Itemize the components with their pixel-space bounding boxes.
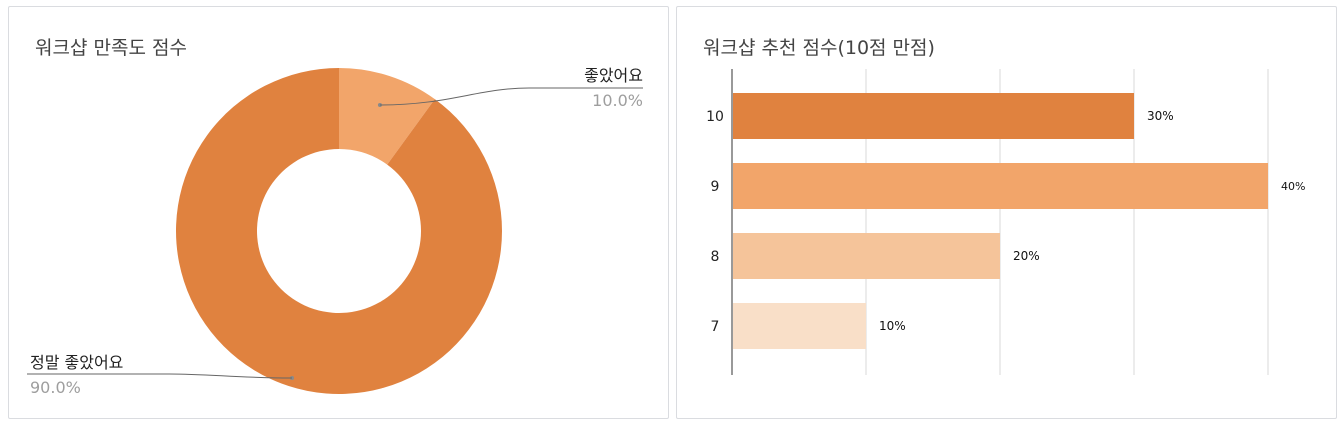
slice-label-1: 정말 좋았어요 90.0% (27, 353, 294, 397)
leader-line-0 (379, 87, 643, 106)
value-label-7: 10% (879, 319, 906, 333)
slice-name-0: 좋았어요 (584, 66, 643, 85)
leader-line-1 (27, 373, 293, 379)
satisfaction-donut-chart: 좋았어요 10.0% 정말 좋았어요 90.0% (27, 66, 643, 397)
bar-10 (733, 93, 1134, 139)
recommend-chart-title: 워크샵 추천 점수(10점 만점) (703, 37, 935, 59)
bar-9 (733, 163, 1268, 209)
donut-slice-1 (175, 68, 502, 394)
bar-group-10: 10 30% (706, 93, 1174, 139)
slice-pct-1: 90.0% (30, 378, 81, 397)
slice-pct-0: 10.0% (592, 91, 643, 110)
tick-label-9: 9 (711, 179, 720, 195)
satisfaction-chart-card: 워크샵 만족도 점수 좋았어요 10.0% 정말 좋았어요 90.0% (8, 6, 669, 419)
bar-group-7: 7 10% (711, 303, 906, 349)
value-label-9: 40% (1281, 180, 1305, 193)
tick-label-7: 7 (711, 319, 720, 335)
bar-group-8: 8 20% (711, 233, 1040, 279)
bar-7 (733, 303, 866, 349)
tick-label-10: 10 (706, 109, 724, 125)
recommend-bar-chart: 10 30% 9 40% 8 20% 7 10% (706, 69, 1305, 375)
bar-8 (733, 233, 1000, 279)
value-label-10: 30% (1147, 109, 1174, 123)
recommend-chart-card: 워크샵 추천 점수(10점 만점) 10 30% 9 40% 8 20% 7 10% (676, 6, 1337, 419)
tick-label-8: 8 (711, 249, 720, 265)
slice-label-0: 좋았어요 10.0% (377, 66, 643, 110)
slice-name-1: 정말 좋았어요 (30, 353, 123, 372)
donut-slice-0 (339, 68, 435, 165)
bar-group-9: 9 40% (711, 163, 1305, 209)
value-label-8: 20% (1013, 249, 1040, 263)
satisfaction-chart-title: 워크샵 만족도 점수 (35, 37, 187, 59)
